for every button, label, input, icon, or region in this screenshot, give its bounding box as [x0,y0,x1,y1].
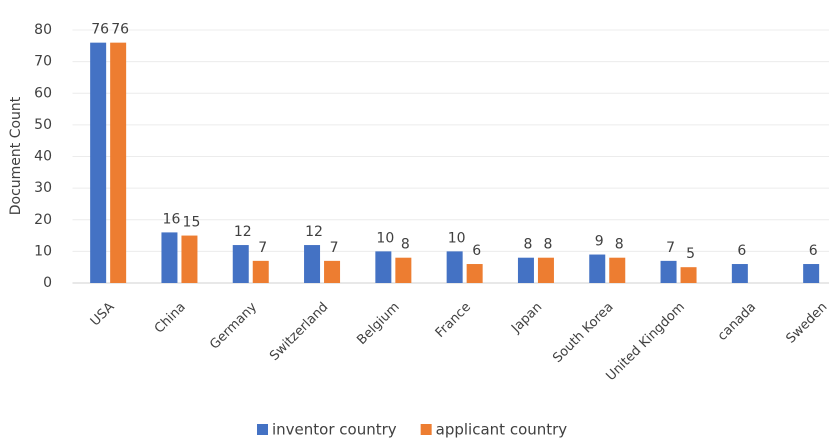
bar [589,254,606,283]
bar [395,257,412,283]
data-label: 8 [615,237,624,253]
data-label: 16 [163,211,181,227]
bar [161,232,178,283]
data-label: 5 [686,246,695,262]
x-tick-label: Belgium [354,300,402,348]
data-label: 6 [737,243,746,259]
bar [731,264,748,283]
y-tick-label: 80 [34,22,52,38]
data-label: 7 [666,240,675,256]
x-tick-label: USA [88,300,118,330]
y-tick-label: 60 [34,85,52,101]
bar [609,257,626,283]
data-label: 7 [330,240,339,256]
data-label: 10 [448,230,466,246]
y-tick-label: 50 [34,117,52,133]
legend-swatch [420,424,432,435]
data-label: 12 [305,224,323,240]
data-label: 10 [376,230,394,246]
bar [181,235,198,283]
x-tick-label: China [152,300,189,337]
bar [517,257,534,283]
data-label: 6 [472,243,481,259]
data-label: 6 [809,243,818,259]
bar [252,260,269,283]
legend-label: applicant country [436,421,568,439]
data-label: 9 [595,234,604,250]
data-label: 8 [543,237,552,253]
data-label: 15 [183,215,201,231]
legend-label: inventor country [272,421,397,439]
y-tick-label: 30 [34,180,52,196]
data-label: 8 [401,237,410,253]
x-tick-label: canada [715,300,759,344]
bar [375,251,392,283]
y-tick-label: 10 [34,243,52,259]
bar [304,245,321,283]
x-tick-label: France [433,300,474,341]
y-tick-label: 70 [34,54,52,70]
data-label: 76 [91,22,109,38]
data-label: 12 [234,224,252,240]
x-tick-label: Germany [207,299,260,352]
data-label: 76 [111,22,129,38]
bar [232,245,249,283]
data-label: 7 [258,240,267,256]
data-label: 8 [523,237,532,253]
bar [537,257,554,283]
bar [324,260,341,283]
bar [466,264,483,283]
y-axis-title: Document Count [8,96,24,215]
bar [446,251,463,283]
x-tick-label: Sweden [784,300,829,347]
bar [660,260,677,283]
y-tick-label: 40 [34,149,52,165]
legend-swatch [257,424,268,435]
x-tick-label: Japan [508,300,545,337]
x-tick-label: United Kingdom [603,300,687,384]
y-tick-label: 0 [43,275,52,291]
bar [90,42,107,284]
bar [110,42,127,284]
x-tick-label: Switzerland [267,300,331,364]
bar [680,267,697,283]
y-tick-label: 20 [34,212,52,228]
bar [803,264,820,283]
x-tick-label: South Korea [550,300,616,366]
